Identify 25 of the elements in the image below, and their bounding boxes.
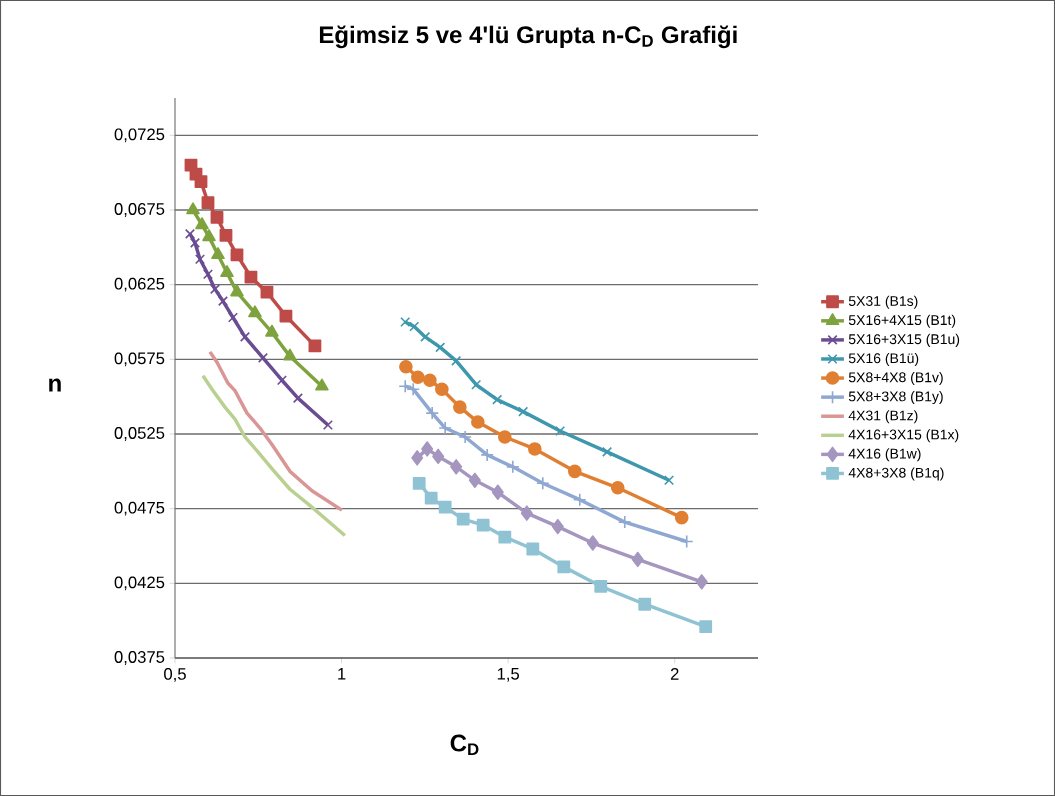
y-tick-label: 0,0625 <box>114 277 165 292</box>
legend-label: 5X16+4X15 (B1t) <box>848 314 956 328</box>
legend-label: 5X16+3X15 (B1u) <box>848 333 960 347</box>
x-tick-label: 2 <box>670 668 679 680</box>
y-tick-label: 0,0475 <box>114 501 165 516</box>
y-tick-label: 0,0375 <box>114 651 165 665</box>
legend-label: 4X16 (B1w) <box>848 448 921 462</box>
legend-label: 4X8+3X8 (B1q) <box>848 467 944 481</box>
legend-label: 5X8+4X8 (B1v) <box>848 371 943 386</box>
legend-label: 4X31 (B1z) <box>848 410 918 424</box>
x-tick-label: 1,5 <box>497 668 520 682</box>
legend-label: 5X31 (B1s) <box>848 295 918 309</box>
y-tick-label: 0,0725 <box>114 128 165 143</box>
legend-label: 5X8+3X8 (B1y) <box>848 391 943 405</box>
y-tick-label: 0,0525 <box>114 427 165 441</box>
y-tick-label: 0,0675 <box>114 203 165 217</box>
y-tick-label: 0,0425 <box>114 576 165 591</box>
x-tick-label: 0,5 <box>164 668 186 682</box>
text: C$_{D}$ <box>450 734 479 755</box>
chart-title: Eğimsiz 5 ve 4'lü Grupta n-C$_{D}$ Grafiği <box>319 25 737 49</box>
y-tick-label: 0,0575 <box>114 352 165 367</box>
x-tick-label: 1 <box>338 668 346 680</box>
y-axis-title: n <box>49 378 61 392</box>
legend-label: 4X16+3X15 (B1x) <box>848 429 959 443</box>
legend-label: 5X16 (B1ü) <box>848 352 919 366</box>
